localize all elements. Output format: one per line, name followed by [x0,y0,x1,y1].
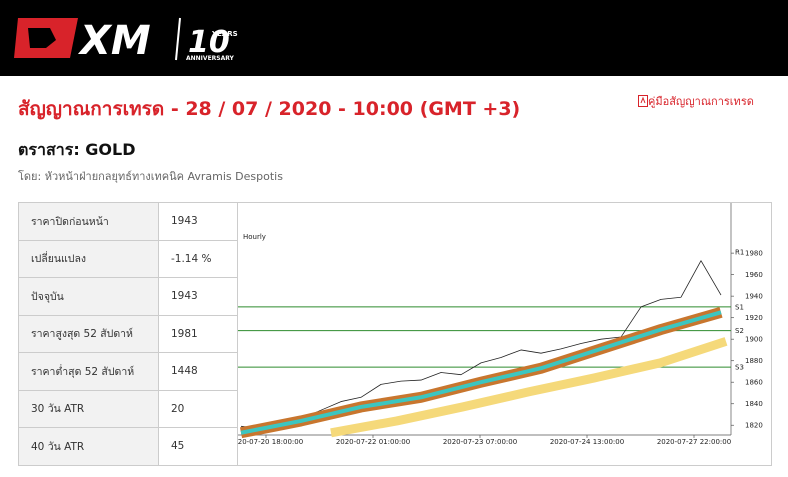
badge-top: YEARS [211,30,238,38]
cell-label: ราคาต่ำสุด 52 สัปดาห์ [18,352,159,391]
logo: XM 10 YEARS ANNIVERSARY [14,17,238,64]
y-tick-label: 1840 [745,400,763,408]
cell-value: 20 [158,389,238,428]
cell-value: 1448 [158,352,238,391]
header: XM 10 YEARS ANNIVERSARY [0,0,788,76]
cell-label: ปัจจุบัน [18,277,159,316]
x-tick-label: 2020-07-24 13:00:00 [550,438,624,446]
author: โดย: หัวหน้าฝ่ายกลยุทธ์ทางเทคนิค Avramis… [18,170,283,183]
y-tick-label: 1860 [745,379,763,387]
cell-label: 30 วัน ATR [18,389,159,428]
logo-text[interactable]: XM [77,18,151,64]
table-row: ปัจจุบัน 1943 [18,277,238,316]
manual-link-text[interactable]: คู่มือสัญญาณการเทรด [648,95,754,108]
table-row: เปลี่ยนแปลง -1.14 % [18,239,238,278]
y-tick-label: 1960 [745,271,763,279]
y-tick-label: 1900 [745,336,763,344]
cell-value: 45 [158,427,238,466]
x-tick-label: 2020-07-27 22:00:00 [657,438,731,446]
band [330,337,728,438]
info-table: ราคาปิดก่อนหน้า 1943 เปลี่ยนแปลง -1.14 % ปัจ… [18,202,238,466]
table-row: ราคาต่ำสุด 52 สัปดาห์ 1448 [18,352,238,391]
table-row: 30 วัน ATR 20 [18,389,238,428]
instrument: ตราสาร: GOLD [18,140,136,159]
page-title: สัญญาณการเทรด - 28 / 07 / 2020 - 10:00 (… [18,98,521,120]
badge: 10 [188,25,230,60]
chart-title: Hourly [243,233,266,241]
cell-label: 40 วัน ATR [18,427,159,466]
pdf-icon [638,95,648,107]
manual-link[interactable]: คู่มือสัญญาณการเทรด [638,92,754,110]
table-row: 40 วัน ATR 45 [18,427,238,466]
level-label: S2 [735,327,744,335]
y-tick-label: 1820 [745,422,763,430]
x-tick-label: 2020-07-22 01:00:00 [336,438,410,446]
y-tick-label: 1880 [745,357,763,365]
cell-value: 1981 [158,314,238,353]
x-tick-label: 2020-07-20 18:00:00 [237,438,303,446]
level-label: S1 [735,303,744,311]
cell-value: 1943 [158,202,238,241]
cell-label: ราคาปิดก่อนหน้า [18,202,159,241]
y-tick-label: 1980 [745,250,763,258]
table-row: ราคาสูงสุด 52 สัปดาห์ 1981 [18,314,238,353]
x-tick-label: 2020-07-23 07:00:00 [443,438,517,446]
table-row: ราคาปิดก่อนหน้า 1943 [18,202,238,241]
cell-label: ราคาสูงสุด 52 สัปดาห์ [18,314,159,353]
y-tick-label: 1940 [745,293,763,301]
level-label: R1 [735,249,744,257]
cell-value: -1.14 % [158,239,238,278]
cell-label: เปลี่ยนแปลง [18,239,159,278]
price-line [240,260,722,429]
chart: Hourly 1820 1840 1860 1880 1900 1920 1940 1960 1… [237,202,772,466]
badge-bottom: ANNIVERSARY [186,55,235,62]
band-core [240,310,722,435]
level-label: S3 [735,364,744,372]
cell-value: 1943 [158,277,238,316]
y-tick-label: 1920 [745,314,763,322]
